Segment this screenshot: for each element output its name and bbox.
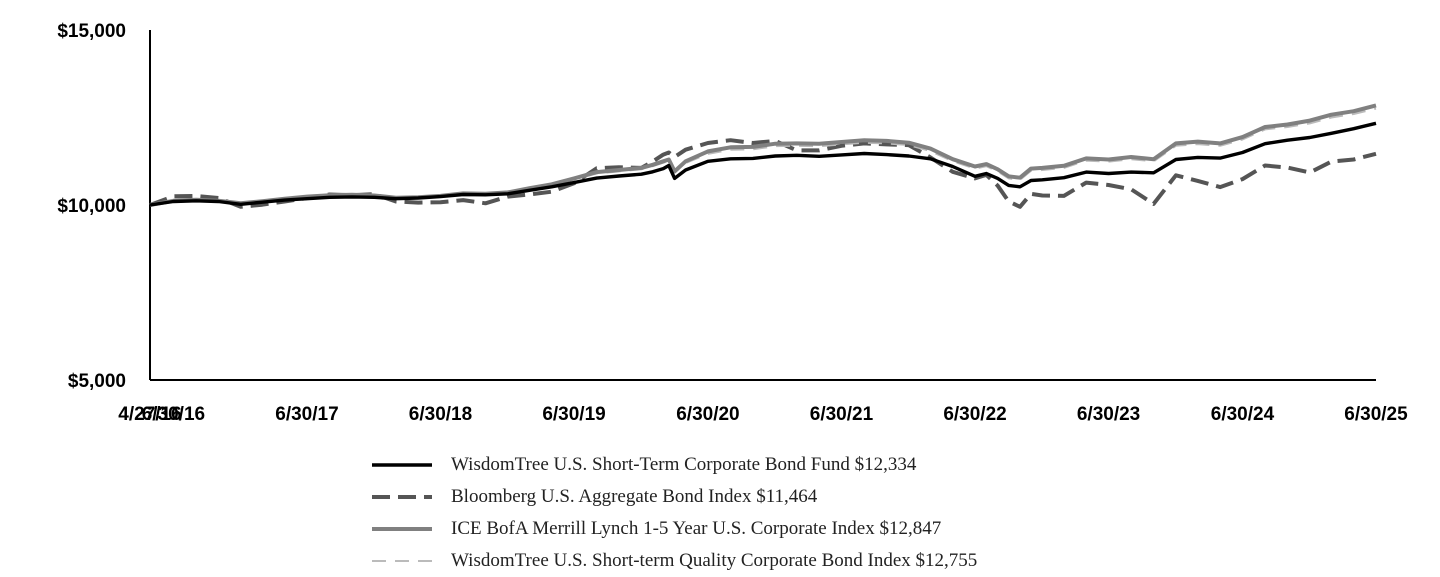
series-line <box>149 121 1377 207</box>
series-line <box>149 138 1377 209</box>
legend-item: ICE BofA Merrill Lynch 1-5 Year U.S. Cor… <box>372 513 977 545</box>
x-tick-label: 6/30/22 <box>943 404 1006 425</box>
legend-label: WisdomTree U.S. Short-term Quality Corpo… <box>451 550 978 571</box>
x-tick-label: 6/30/17 <box>275 404 338 425</box>
y-tick-label: $15,000 <box>57 21 126 42</box>
series-line <box>149 107 1377 206</box>
x-tick-label: 6/30/16 <box>142 404 205 425</box>
x-tick-label: 6/30/18 <box>409 404 472 425</box>
legend-item: WisdomTree U.S. Short-term Quality Corpo… <box>372 545 977 577</box>
axes <box>149 30 1376 381</box>
series-line <box>149 103 1377 207</box>
legend-item: WisdomTree U.S. Short-Term Corporate Bon… <box>372 449 977 481</box>
x-tick-label: 4/27/16 <box>118 404 181 425</box>
x-tick-label: 6/30/23 <box>1077 404 1140 425</box>
x-tick-label: 6/30/24 <box>1211 404 1275 425</box>
x-tick-label: 6/30/20 <box>676 404 739 425</box>
x-tick-label: 6/30/19 <box>542 404 605 425</box>
y-tick-labels: $5,000 $10,000 $15,000 <box>57 21 126 392</box>
y-tick-label: $5,000 <box>68 371 126 392</box>
x-tick-labels: 4/27/166/30/16 6/30/17 6/30/18 6/30/19 6/30/… <box>118 404 1408 425</box>
legend-swatch <box>372 527 432 531</box>
legend-swatch <box>372 495 432 499</box>
legend-label: ICE BofA Merrill Lynch 1-5 Year U.S. Cor… <box>451 518 942 539</box>
legend-swatch <box>372 463 432 467</box>
legend-label: Bloomberg U.S. Aggregate Bond Index $11,… <box>451 486 818 507</box>
legend-label: WisdomTree U.S. Short-Term Corporate Bon… <box>451 454 917 475</box>
x-tick-label: 6/30/25 <box>1344 404 1408 425</box>
x-tick-label: 6/30/21 <box>810 404 874 425</box>
line-chart: $5,000 $10,000 $15,000 4/27/166/30/16 6/30/… <box>57 21 1408 425</box>
series-lines <box>149 103 1377 209</box>
legend-swatch <box>372 560 432 562</box>
legend-item: Bloomberg U.S. Aggregate Bond Index $11,… <box>372 481 977 513</box>
legend: WisdomTree U.S. Short-Term Corporate Bon… <box>372 449 977 577</box>
y-tick-label: $10,000 <box>57 196 126 217</box>
